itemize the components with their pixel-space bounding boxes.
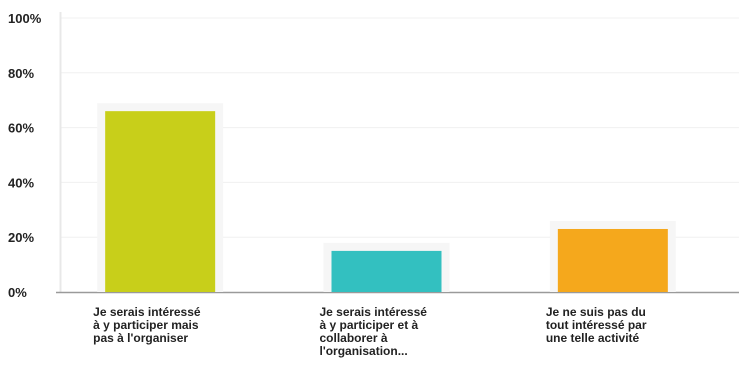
x-tick-label: Je serais intéressé à y participer et à … — [319, 305, 427, 358]
y-tick-label: 20% — [8, 230, 34, 245]
y-tick-label: 60% — [8, 121, 34, 136]
bars — [97, 103, 676, 292]
bar — [331, 250, 442, 292]
bar — [557, 228, 668, 292]
y-tick-label: 40% — [8, 175, 34, 190]
y-tick-label: 0% — [8, 285, 27, 300]
x-tick-label: Je serais intéressé à y participer mais … — [93, 305, 201, 345]
x-tick-label: Je ne suis pas du tout intéressé par une… — [545, 305, 647, 345]
y-tick-label: 80% — [8, 66, 34, 81]
axes — [56, 12, 739, 294]
bar — [105, 111, 216, 292]
y-tick-labels: 0% 20% 40% 60% 80% 100% — [8, 11, 42, 300]
y-tick-label: 100% — [8, 11, 42, 26]
